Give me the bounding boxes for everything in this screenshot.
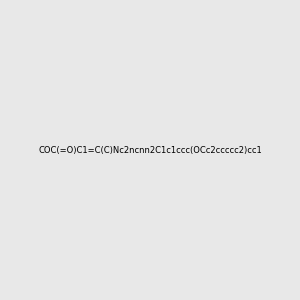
Text: COC(=O)C1=C(C)Nc2ncnn2C1c1ccc(OCc2ccccc2)cc1: COC(=O)C1=C(C)Nc2ncnn2C1c1ccc(OCc2ccccc2…	[38, 146, 262, 154]
